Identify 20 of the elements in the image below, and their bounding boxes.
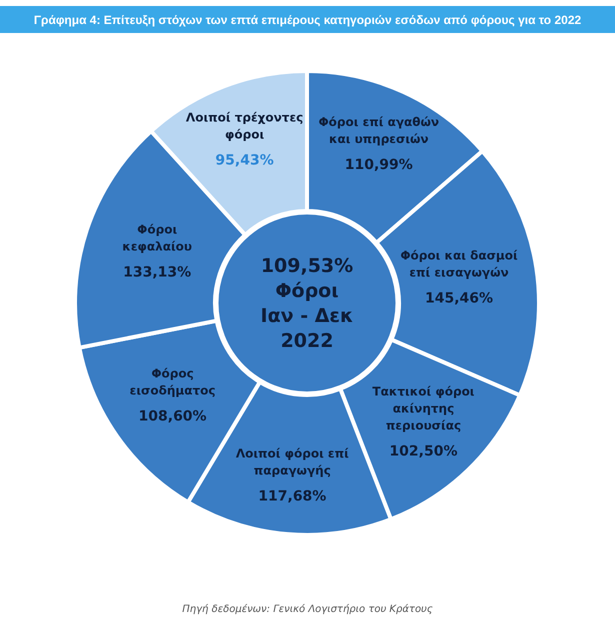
data-label: 110,99%	[344, 156, 413, 173]
slice-label: Λοιποί τρέχοντες φόροι	[186, 110, 304, 142]
chart-title: Γράφημα 4: Επίτευξη στόχων των επτά επιμέρους κατηγοριών εσόδων από φόρους για το 2022	[0, 6, 615, 33]
slice-label: Φόροι κεφαλαίου	[122, 222, 192, 254]
text: 2022	[280, 330, 334, 352]
slice-label: Λοιποί φόροι επί παραγωγής	[236, 446, 350, 478]
data-label: 102,50%	[389, 444, 458, 460]
data-label: 133,13%	[123, 264, 192, 280]
data-label: 108,60%	[138, 408, 207, 425]
slice-label: Τακτικοί φόροι ακίνητης περιουσίας	[372, 384, 475, 433]
slice-label: Φόροι και δασμοί επί εισαγωγών	[400, 248, 518, 280]
data-label: 95,43%	[215, 152, 274, 168]
data-label: 117,68%	[258, 488, 326, 504]
data-label: 145,46%	[424, 290, 494, 307]
text: Ιαν - Δεκ	[260, 305, 354, 327]
slice-label: Φόρος εισοδήματος	[130, 366, 216, 398]
text: 109,53%	[260, 255, 354, 277]
text: Φόροι	[275, 280, 339, 302]
text: Πηγή δεδομένων: Γενικό Λογιστήριο του Κράτους	[181, 604, 434, 615]
slice-label: Φόροι επί αγαθών και υπηρεσιών	[318, 114, 440, 146]
